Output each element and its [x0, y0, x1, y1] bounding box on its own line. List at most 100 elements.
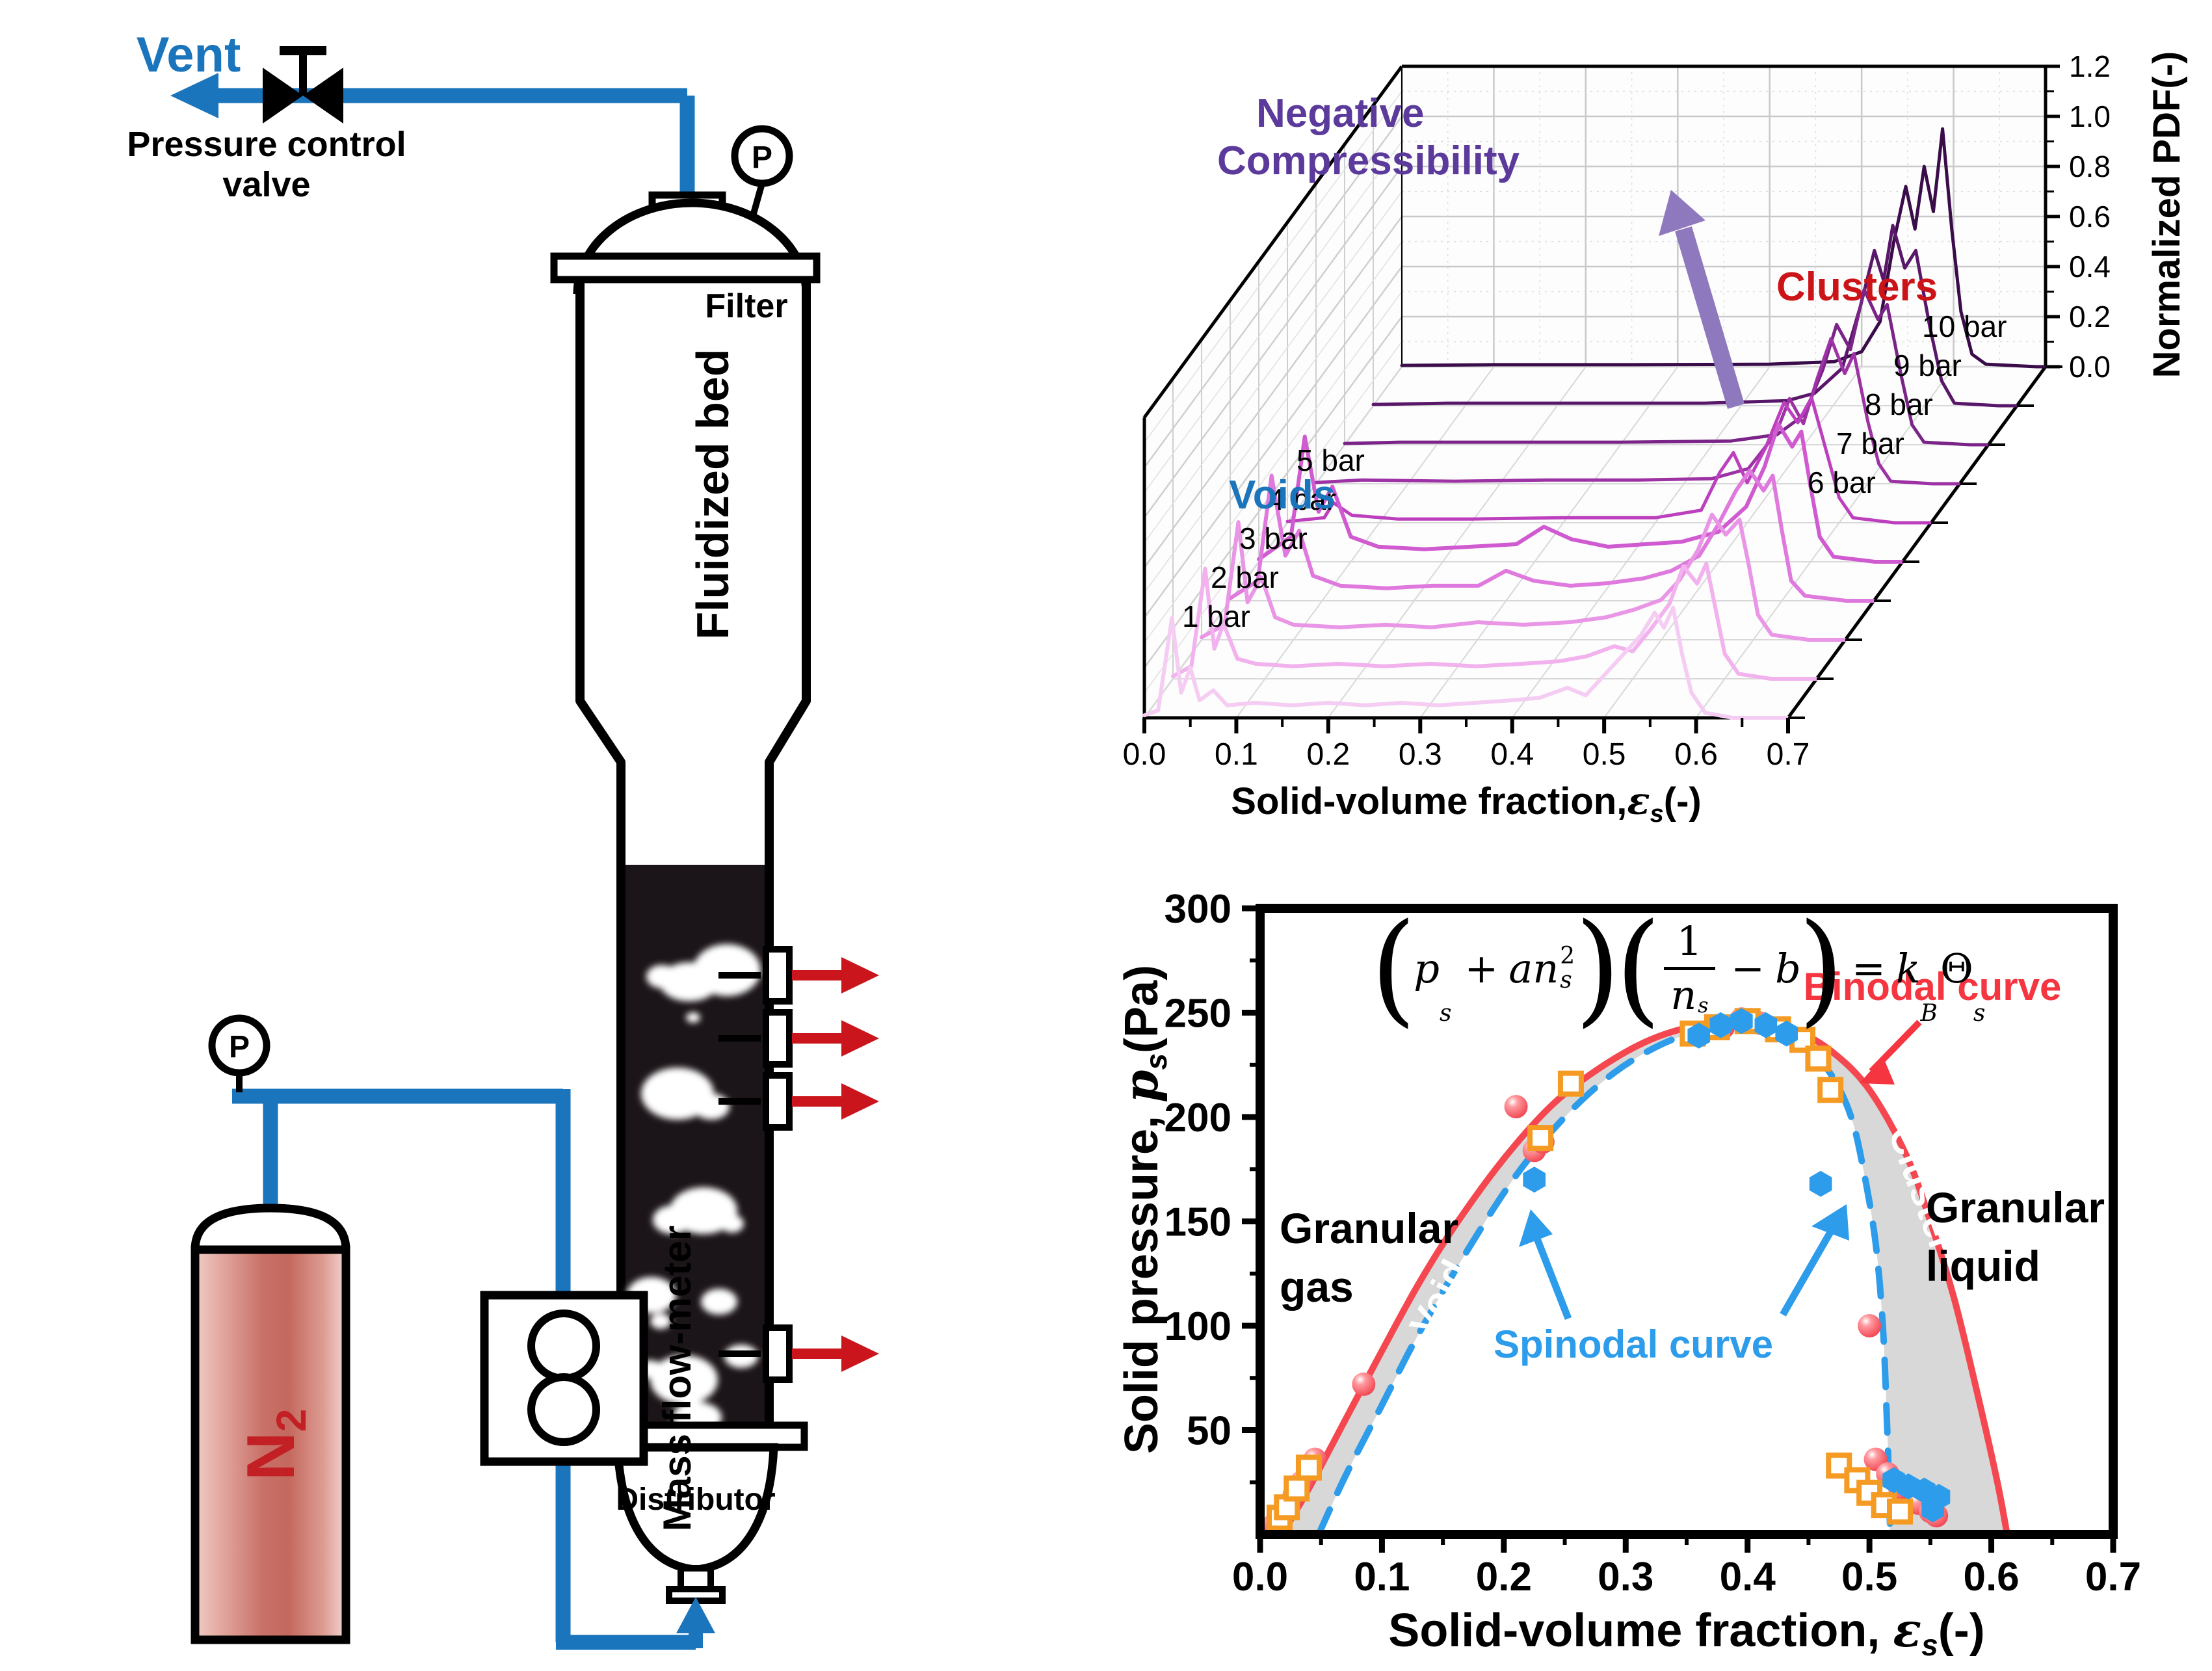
series-curve-3-bar	[1200, 512, 1847, 642]
data-point-orange-squares	[1557, 1070, 1584, 1097]
spinodal-arrow-right-icon	[1780, 1204, 1849, 1317]
data-point-orange-squares	[1817, 1077, 1844, 1103]
series-curve-10-bar	[1400, 127, 2047, 369]
eq-token: b	[1775, 944, 1801, 992]
waterfall-x-title: Solid-volume fraction,εs(-)	[1231, 779, 1701, 828]
series-curve-7-bar	[1314, 337, 1962, 486]
vent-arrow-icon	[170, 73, 218, 118]
x-tick-label: 0.1	[1354, 1555, 1410, 1599]
mass-flow-meter	[480, 1291, 648, 1466]
y-tick-label: 200	[1165, 1096, 1231, 1140]
sample-arrow-icon	[841, 1083, 879, 1120]
eq-token: B	[1920, 1000, 1938, 1027]
fluidized-bed-label: Fluidized bed	[687, 349, 738, 639]
eq-token: −	[1731, 944, 1765, 992]
series-label-2-bar: 2 bar	[1211, 560, 1279, 594]
particle-bed	[625, 865, 765, 1433]
data-point-blue-hexagons	[1921, 1496, 1944, 1523]
filter-label: Filter	[705, 287, 787, 325]
annotation-voids: Voids	[1229, 473, 1336, 518]
series-curve-6-bar	[1285, 396, 1933, 525]
granular-liquid-line1: Granular	[1926, 1183, 2105, 1231]
x-tick-label: 0.7	[2085, 1555, 2141, 1599]
series-label-7-bar: 7 bar	[1836, 427, 1904, 460]
phase-x-title: Solid-volume fraction, εs(-)	[1388, 1602, 1984, 1662]
spinodal-label: Spinodal curve	[1494, 1322, 1773, 1366]
data-point-red-spheres	[1858, 1314, 1882, 1337]
pressure-valve-label: Pressure control	[127, 125, 406, 164]
eq-token: an	[1508, 944, 1559, 992]
eq-token: =	[1852, 944, 1886, 992]
pressure-control-valve-icon	[263, 46, 343, 124]
series-curve-1-bar	[1142, 605, 1790, 720]
waterfall-series-labels: 1 bar 2 bar 3 bar 4 bar 5 bar 6 bar 7 bar 8 bar…	[1182, 309, 2062, 719]
sample-arrow-icon	[841, 1335, 879, 1372]
distributor-nozzle	[666, 1565, 726, 1604]
x-tick-label: 0.5	[1841, 1555, 1897, 1599]
x-tick-label: 0.5	[1583, 737, 1626, 772]
series-curve-2-bar	[1171, 561, 1819, 681]
series-curve-4-bar	[1228, 468, 1876, 603]
x-tick-label: 0.6	[1674, 737, 1718, 772]
eq-token: +	[1464, 944, 1499, 992]
z-tick-label: 0.6	[2069, 200, 2111, 233]
z-tick-label: 0.2	[2069, 300, 2111, 334]
data-point-red-spheres	[1504, 1094, 1528, 1118]
z-tick-label: 0.4	[2069, 250, 2111, 283]
sampling-port	[718, 946, 879, 1005]
phase-data-points	[1263, 1007, 1951, 1536]
x-tick-label: 0.0	[1232, 1555, 1288, 1599]
gas-pipe	[232, 1088, 696, 1650]
data-point-blue-hexagons	[1523, 1166, 1546, 1193]
eq-token: s	[1439, 1000, 1452, 1027]
series-label-3-bar: 3 bar	[1239, 521, 1308, 555]
x-tick-label: 0.6	[1963, 1555, 2019, 1599]
sampling-port	[718, 1009, 879, 1068]
x-tick-label: 0.1	[1215, 737, 1258, 772]
eq-token: n	[1670, 971, 1697, 1019]
granular-liquid-line2: liquid	[1926, 1242, 2040, 1290]
vent-label: Vent	[137, 27, 241, 83]
series-curve-5-bar	[1257, 422, 1904, 564]
data-point-orange-squares	[1887, 1498, 1913, 1525]
data-point-orange-squares	[1805, 1046, 1832, 1072]
data-point-blue-hexagons	[1809, 1170, 1832, 1197]
x-tick-label: 0.7	[1767, 737, 1810, 772]
paren: )	[1798, 897, 1844, 1039]
series-label-5-bar: 5 bar	[1297, 443, 1365, 477]
n2-label: N2	[233, 1409, 315, 1481]
data-point-orange-squares	[1284, 1475, 1310, 1502]
sampling-port	[718, 1324, 879, 1383]
vessel-flange-top	[550, 252, 821, 283]
inlet-arrow-icon	[676, 1597, 715, 1648]
sampling-port	[718, 1072, 879, 1131]
data-point-blue-hexagons	[1687, 1022, 1711, 1049]
data-point-blue-hexagons	[1730, 1008, 1753, 1034]
eq-token: Θ	[1940, 944, 1973, 992]
eq-token: 2	[1560, 943, 1575, 970]
series-curve-8-bar	[1343, 287, 1990, 447]
data-point-blue-hexagons	[1775, 1020, 1798, 1047]
y-tick-label: 250	[1165, 992, 1231, 1036]
eq-token: s	[1698, 993, 1709, 1018]
coexistence-band	[1282, 1020, 2007, 1534]
eq-token: s	[1973, 1000, 1986, 1027]
eq-token: p	[1414, 944, 1440, 992]
x-tick-label: 0.2	[1476, 1555, 1532, 1599]
paren: (	[1615, 897, 1661, 1039]
z-tick-label: 1.2	[2069, 49, 2111, 83]
sample-arrow-icon	[841, 1020, 879, 1057]
phase-y-title: Solid pressure, ps(Pa)	[1113, 965, 1173, 1454]
sample-arrow-icon	[841, 957, 879, 993]
y-tick-label: 100	[1165, 1304, 1231, 1349]
x-tick-label: 0.3	[1399, 737, 1442, 772]
distributor-label: Distributor	[616, 1482, 775, 1517]
n2-cylinder: N2	[191, 1204, 350, 1644]
eq-token: k	[1895, 944, 1921, 992]
data-point-orange-squares	[1295, 1454, 1322, 1481]
x-tick-label: 0.4	[1490, 737, 1534, 772]
series-label-1-bar: 1 bar	[1182, 599, 1250, 633]
data-point-orange-squares	[1527, 1125, 1554, 1151]
waterfall-chart: 0.0 0.1 0.2 0.3 0.4 0.5 0.6 0.7 0.0 0.2 0.4 0.6 0.8 1…	[1123, 49, 2188, 828]
